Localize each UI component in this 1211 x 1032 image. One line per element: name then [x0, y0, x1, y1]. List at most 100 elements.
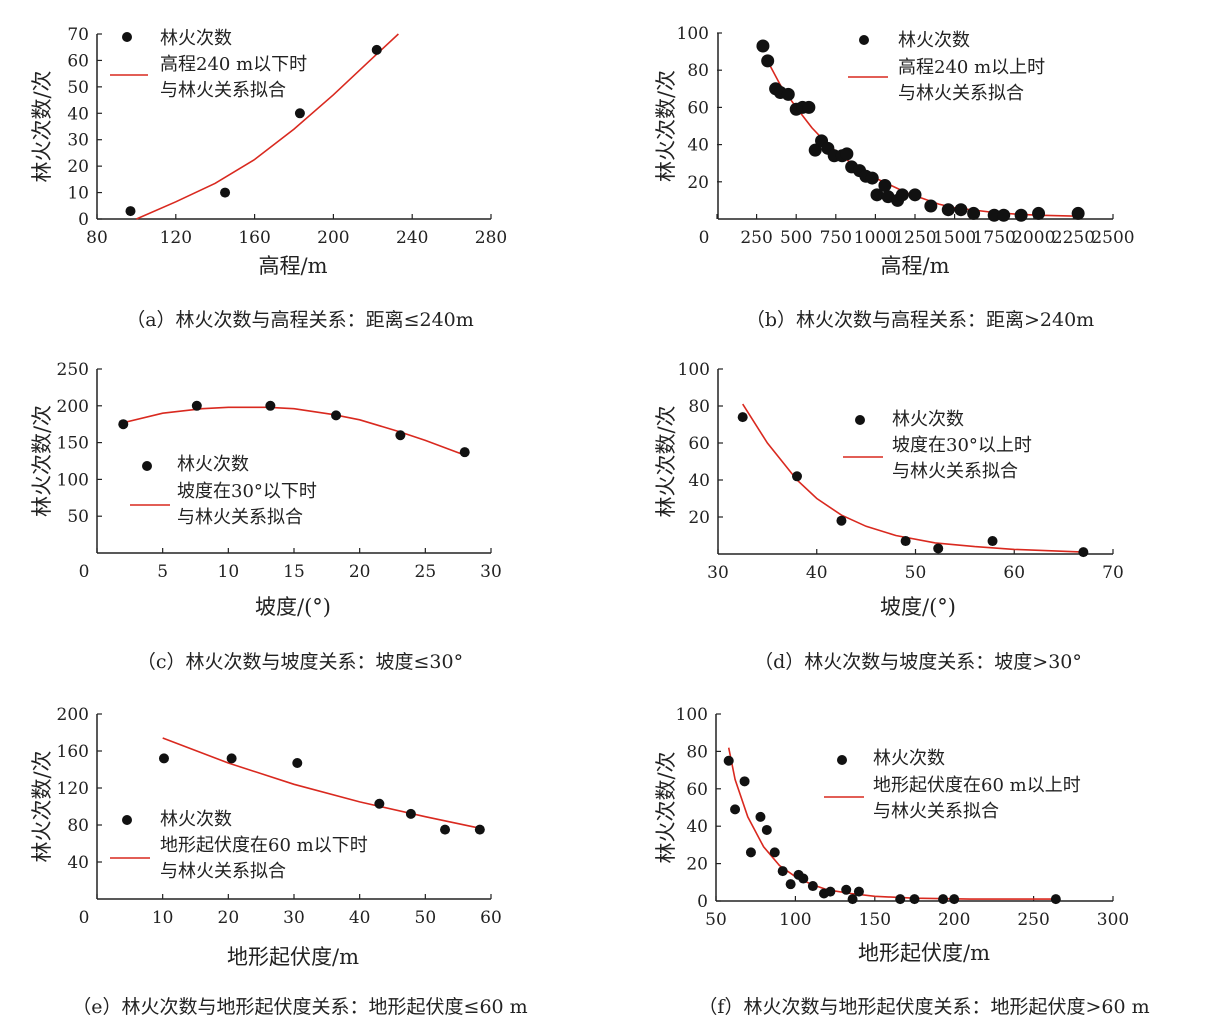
y-tick-label: 20 [686, 855, 708, 875]
x-tick-label: 0 [79, 562, 90, 582]
x-tick-label: 50 [415, 908, 437, 928]
legend-point-marker [837, 755, 847, 765]
x-axis-title: 地形起伏度/m [227, 945, 359, 969]
y-axis-title: 林火次数/次 [654, 405, 678, 517]
data-point [761, 54, 775, 68]
legend-label-points: 林火次数 [892, 409, 964, 430]
legend-point-marker [859, 35, 869, 45]
data-point [853, 886, 864, 897]
fit-curve [742, 403, 1084, 553]
data-point [802, 100, 816, 114]
data-point [840, 147, 854, 161]
legend-label-fit-cont: 与林火关系拟合 [177, 507, 303, 528]
data-point [226, 753, 237, 764]
fit-curve [763, 54, 1079, 217]
data-point [1014, 208, 1028, 222]
fit-curve [727, 747, 1058, 900]
data-point [781, 87, 795, 101]
legend-label-fit: 高程240 m以上时 [898, 57, 1045, 78]
data-point [374, 798, 385, 809]
x-tick-label: 250 [740, 228, 772, 248]
x-tick-label: 150 [859, 910, 891, 930]
y-axis-title: 林火次数/次 [30, 70, 54, 182]
chart-caption: （c）林火次数与坡度关系：坡度≤30° [137, 651, 463, 673]
data-point [265, 400, 276, 411]
y-tick-label: 120 [57, 779, 89, 799]
data-point [371, 44, 382, 55]
x-tick-label: 500 [780, 228, 812, 248]
data-point [908, 188, 922, 202]
x-tick-label: 1500 [933, 228, 976, 248]
legend-label-fit: 高程240 m以下时 [160, 54, 307, 75]
y-tick-label: 100 [677, 24, 709, 44]
x-tick-label: 240 [396, 228, 428, 248]
legend-point-marker [122, 32, 132, 42]
data-point [459, 447, 470, 458]
y-tick-label: 70 [67, 25, 89, 45]
data-point [395, 430, 406, 441]
data-point [1032, 206, 1046, 220]
data-point [440, 824, 451, 835]
y-tick-label: 40 [688, 471, 710, 491]
data-point [331, 410, 342, 421]
y-tick-label: 80 [688, 397, 710, 417]
y-tick-label: 60 [687, 98, 709, 118]
data-point [777, 866, 788, 877]
chart-panel-f: 50 100 150 200 250 300 0 20 40 60 80 100 地形起伏度/m 林火次数… [654, 705, 1150, 1018]
y-tick-label: 10 [67, 184, 89, 204]
data-point [900, 536, 911, 547]
y-tick-label: 50 [67, 507, 89, 527]
y-tick-label: 100 [57, 470, 89, 490]
x-tick-label: 250 [1017, 910, 1049, 930]
y-tick-label: 40 [67, 104, 89, 124]
x-tick-label: 100 [779, 910, 811, 930]
data-point [723, 755, 734, 766]
y-axis-title: 林火次数/次 [30, 750, 54, 862]
data-point [836, 515, 847, 526]
y-tick-label: 80 [686, 742, 708, 762]
legend-label-fit-cont: 与林火关系拟合 [873, 801, 999, 822]
x-tick-label: 1250 [893, 228, 936, 248]
x-tick-label: 280 [475, 228, 507, 248]
data-point [841, 884, 852, 895]
data-point [761, 824, 772, 835]
data-point [745, 847, 756, 858]
data-point [730, 804, 741, 815]
x-tick-label: 5 [157, 562, 168, 582]
data-point [755, 811, 766, 822]
y-axis-title: 林火次数/次 [654, 70, 678, 182]
data-point [895, 894, 906, 905]
x-axis-title: 高程/m [881, 254, 950, 278]
data-point [1071, 206, 1085, 220]
x-tick-label: 30 [707, 563, 729, 583]
x-tick-label: 1750 [973, 228, 1016, 248]
y-tick-label: 250 [57, 360, 89, 380]
data-point [808, 143, 822, 157]
y-tick-label: 40 [686, 817, 708, 837]
y-tick-label: 80 [67, 816, 89, 836]
y-tick-label: 0 [78, 210, 89, 230]
y-tick-label: 30 [67, 131, 89, 151]
data-point [909, 894, 920, 905]
chart-caption: （b）林火次数与高程关系：距离>240m [746, 309, 1094, 331]
legend-label-fit: 坡度在30°以下时 [177, 481, 317, 502]
x-tick-label: 2250 [1052, 228, 1095, 248]
fit-curve [123, 406, 465, 456]
legend-label-fit-cont: 与林火关系拟合 [160, 861, 286, 882]
y-tick-label: 20 [687, 173, 709, 193]
x-axis-title: 高程/m [259, 254, 328, 278]
y-tick-label: 80 [687, 61, 709, 81]
data-point [474, 824, 485, 835]
data-point [798, 873, 809, 884]
data-point [792, 471, 802, 482]
y-tick-label: 100 [676, 705, 708, 725]
x-tick-label: 20 [349, 562, 371, 582]
chart-panel-d: 30 40 50 60 70 20 40 60 80 100 坡度/(°) 林火次数/次 林火次数坡度在… [654, 360, 1124, 673]
y-tick-label: 40 [67, 853, 89, 873]
fit-curve [136, 33, 399, 220]
chart-caption: （f）林火次数与地形起伏度关系：地形起伏度>60 m [698, 996, 1149, 1018]
